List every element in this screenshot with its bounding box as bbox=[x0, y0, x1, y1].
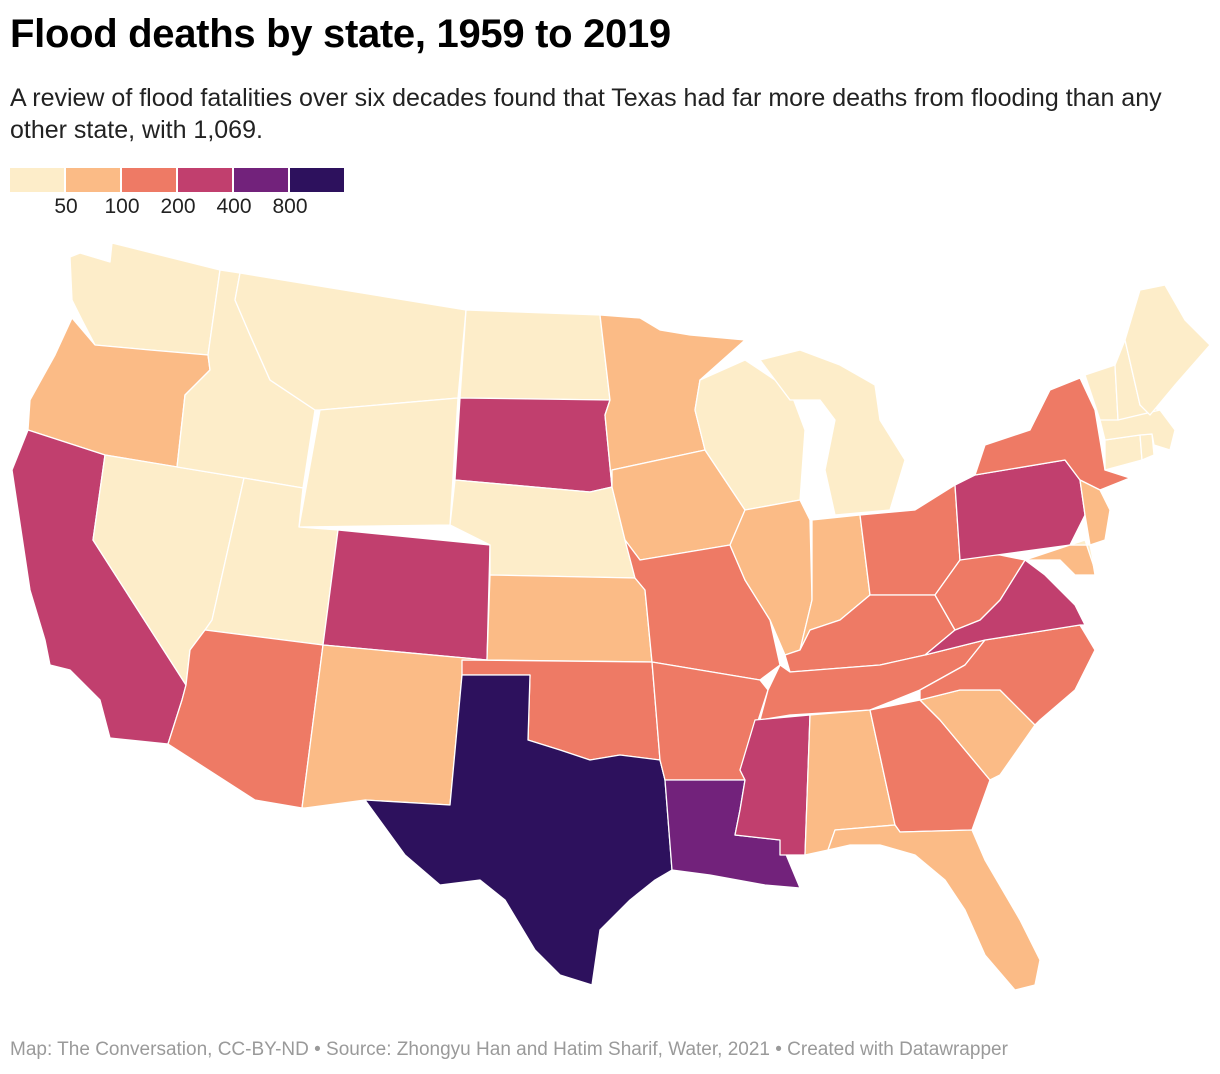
legend-bar bbox=[10, 168, 344, 192]
legend-tick-800: 800 bbox=[272, 195, 308, 218]
state-michigan[interactable] bbox=[759, 349, 906, 516]
legend-swatch-5 bbox=[234, 168, 288, 192]
color-legend: 50 100 200 400 800 bbox=[10, 168, 344, 218]
legend-swatch-4 bbox=[178, 168, 232, 192]
state-kansas[interactable] bbox=[486, 574, 653, 663]
state-florida[interactable] bbox=[827, 824, 1041, 991]
state-texas[interactable] bbox=[364, 674, 673, 986]
state-north-dakota[interactable] bbox=[459, 309, 611, 401]
legend-labels: 50 100 200 400 800 bbox=[10, 192, 344, 218]
us-states-map bbox=[11, 242, 1211, 991]
legend-swatch-6 bbox=[290, 168, 344, 192]
state-new-jersey[interactable] bbox=[1079, 479, 1111, 546]
state-south-dakota[interactable] bbox=[454, 397, 613, 493]
legend-tick-200: 200 bbox=[160, 195, 196, 218]
state-washington[interactable] bbox=[69, 242, 221, 356]
legend-swatch-3 bbox=[122, 168, 176, 192]
state-wyoming[interactable] bbox=[298, 397, 459, 528]
state-arizona[interactable] bbox=[167, 629, 324, 809]
state-montana[interactable] bbox=[234, 272, 467, 411]
legend-swatch-1 bbox=[10, 168, 64, 192]
legend-tick-400: 400 bbox=[216, 195, 252, 218]
chart-title: Flood deaths by state, 1959 to 2019 bbox=[10, 12, 671, 56]
state-maine[interactable] bbox=[1124, 284, 1211, 416]
state-rhode-island[interactable] bbox=[1139, 433, 1155, 461]
state-new-york[interactable] bbox=[974, 377, 1131, 491]
state-colorado[interactable] bbox=[322, 529, 491, 661]
chart-footer: Map: The Conversation, CC-BY-ND • Source… bbox=[10, 1039, 1008, 1060]
legend-tick-50: 50 bbox=[54, 195, 78, 218]
legend-tick-100: 100 bbox=[104, 195, 140, 218]
state-connecticut[interactable] bbox=[1104, 434, 1143, 471]
state-delaware[interactable] bbox=[1069, 539, 1096, 571]
chart-subtitle: A review of flood fatalities over six de… bbox=[10, 84, 1162, 144]
legend-swatch-2 bbox=[66, 168, 120, 192]
